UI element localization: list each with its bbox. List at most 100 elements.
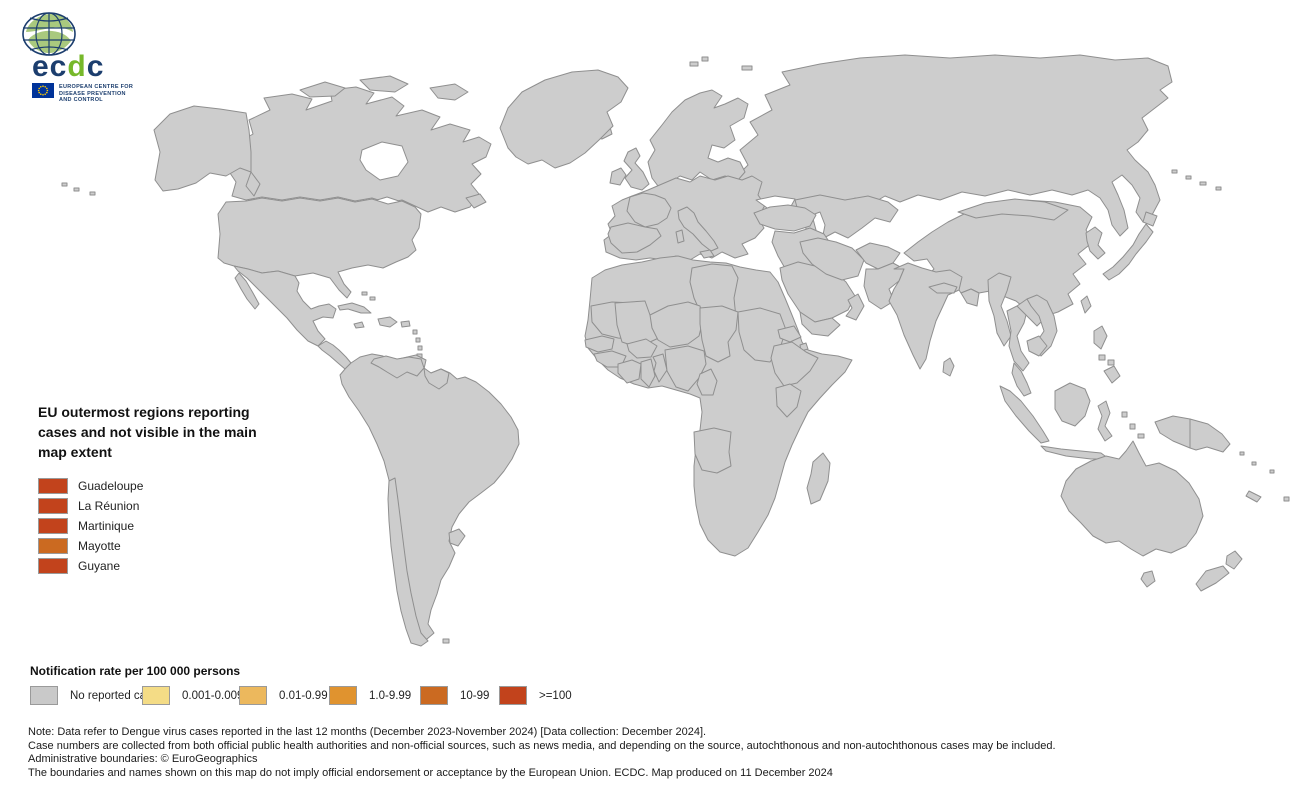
region-senegal	[584, 335, 615, 353]
region-baja-california	[234, 272, 260, 310]
region-ethiopia	[770, 341, 819, 387]
region-cuba	[337, 302, 372, 314]
region-guianas	[423, 367, 450, 390]
legend-item-label: 1.0-9.99	[369, 689, 412, 702]
color-swatch	[38, 538, 68, 554]
region-ghana	[640, 358, 656, 388]
note-line: Case numbers are collected from both off…	[28, 739, 1056, 752]
region-tasmania	[1140, 570, 1156, 588]
panel-item-la-reunion: La Réunion	[38, 496, 278, 516]
color-swatch	[38, 558, 68, 574]
region-france	[626, 192, 672, 228]
region-iran	[799, 237, 865, 281]
region-philippines	[1093, 325, 1121, 384]
hudson-bay	[359, 141, 409, 181]
color-swatch	[30, 686, 58, 705]
region-aleutian-islands	[61, 169, 1222, 196]
region-scandinavia	[647, 89, 749, 187]
region-sicily	[699, 249, 715, 259]
region-venezuela	[370, 355, 425, 379]
region-jamaica	[353, 321, 365, 329]
region-united-kingdom	[623, 147, 650, 191]
region-myanmar	[987, 272, 1012, 347]
region-sardinia	[675, 229, 685, 244]
region-pakistan	[863, 262, 905, 310]
legend-item-gte-100: >=100	[499, 686, 572, 705]
ecdc-acronym: ecdc	[32, 50, 105, 83]
ecdc-org-name: EUROPEAN CENTRE FOR DISEASE PREVENTION A…	[59, 84, 134, 103]
color-swatch	[38, 518, 68, 534]
color-swatch	[499, 686, 527, 705]
legend-item-10-99: 10-99	[420, 686, 489, 705]
color-swatch	[329, 686, 357, 705]
legend-title: Notification rate per 100 000 persons	[30, 664, 241, 678]
panel-title: EU outermost regions reporting cases and…	[38, 404, 257, 460]
panel-item-guyane: Guyane	[38, 556, 278, 576]
region-malaysia	[1011, 362, 1032, 397]
region-spain	[607, 222, 662, 254]
region-falkland-islands	[442, 638, 450, 644]
region-ireland	[609, 167, 627, 186]
legend-item-0001-0009: 0.001-0.009	[142, 686, 243, 705]
region-lesser-antilles	[412, 329, 423, 359]
region-cambodia	[1026, 335, 1048, 357]
ecdc-logo: ecdc EUROPEAN CENTRE FOR DISEASE PREVENT…	[18, 10, 208, 104]
region-newfoundland	[465, 193, 487, 209]
legend-item-001-099: 0.01-0.99	[239, 686, 328, 705]
region-burkina-faso	[626, 338, 658, 359]
region-pacific-islands	[1239, 451, 1275, 474]
region-moluccas	[1121, 411, 1145, 439]
panel-item-label: Mayotte	[78, 539, 121, 553]
color-swatch	[142, 686, 170, 705]
region-niger	[649, 301, 704, 348]
region-vietnam	[1026, 294, 1058, 357]
region-bahamas	[361, 291, 376, 301]
legend-item-label: 0.01-0.99	[279, 689, 328, 702]
region-yemen	[799, 311, 841, 337]
panel-item-label: Guadeloupe	[78, 479, 144, 493]
globe-icon	[22, 12, 76, 56]
region-mali	[614, 300, 667, 347]
panel-item-label: Martinique	[78, 519, 135, 533]
region-eritrea	[777, 325, 802, 343]
region-chile	[387, 477, 429, 647]
region-cameroon	[696, 368, 718, 396]
note-line: The boundaries and names shown on this m…	[28, 766, 833, 779]
region-south-america	[339, 353, 520, 642]
region-greenland	[499, 69, 629, 169]
region-borneo	[1054, 382, 1091, 427]
region-madagascar	[806, 452, 831, 505]
panel-item-mayotte: Mayotte	[38, 536, 278, 556]
region-central-america	[317, 340, 352, 370]
region-korea	[1085, 226, 1106, 260]
map-notes: Note: Data refer to Dengue virus cases r…	[28, 726, 1278, 780]
region-oman	[845, 293, 865, 321]
legend-item-label: >=100	[539, 689, 572, 702]
region-mongolia	[957, 198, 1069, 221]
legend-item-label: 10-99	[460, 689, 490, 702]
outermost-regions-panel: EU outermost regions reporting cases and…	[38, 402, 278, 576]
panel-item-martinique: Martinique	[38, 516, 278, 536]
panel-item-label: Guyane	[78, 559, 121, 573]
region-fiji	[1283, 496, 1290, 502]
region-sulawesi	[1097, 400, 1113, 442]
region-afghanistan	[855, 242, 901, 270]
note-line: Administrative boundaries: © EuroGeograp…	[28, 753, 258, 765]
region-taiwan	[1080, 295, 1092, 314]
region-papua-new-guinea	[1189, 418, 1231, 453]
region-angola	[693, 427, 732, 474]
color-swatch	[239, 686, 267, 705]
legend-item-label: 0.001-0.009	[182, 689, 244, 702]
color-swatch	[420, 686, 448, 705]
region-canada	[227, 86, 492, 213]
region-chad	[699, 305, 739, 363]
region-puerto-rico	[400, 320, 411, 328]
region-australia	[1060, 440, 1204, 557]
region-mexico	[233, 265, 337, 347]
region-uruguay	[448, 528, 466, 547]
region-svalbard	[689, 56, 753, 71]
region-bangladesh	[960, 288, 980, 307]
color-swatch	[38, 478, 68, 494]
